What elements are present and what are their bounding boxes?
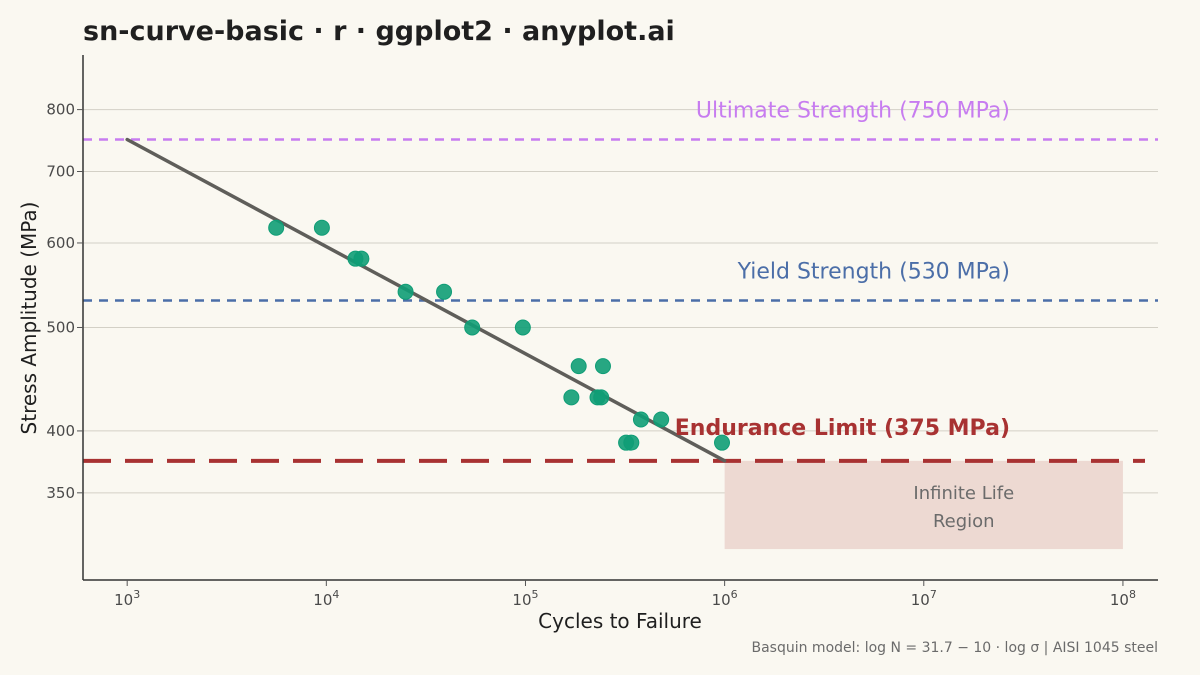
y-tick-label: 400 <box>46 422 75 440</box>
y-tick-label: 350 <box>46 484 75 502</box>
data-point <box>514 319 531 336</box>
data-point <box>353 250 370 267</box>
y-tick-label: 800 <box>46 101 75 119</box>
x-tick-exponent: 6 <box>731 588 738 601</box>
x-tick-label: 105 <box>512 588 538 609</box>
data-point <box>464 319 481 336</box>
y-tick-label: 700 <box>46 163 75 181</box>
x-tick-label: 107 <box>911 588 937 609</box>
x-tick-base: 10 <box>1110 591 1129 609</box>
reference-label: Endurance Limit (375 MPa) <box>675 416 1010 441</box>
caption: Basquin model: log N = 31.7 − 10 · log σ… <box>751 640 1158 656</box>
y-tick-label: 500 <box>46 318 75 336</box>
reference-lines <box>83 138 1158 463</box>
x-tick-base: 10 <box>114 591 133 609</box>
data-point <box>570 358 587 375</box>
x-tick-base: 10 <box>712 591 731 609</box>
x-tick-base: 10 <box>911 591 930 609</box>
x-tick-exponent: 5 <box>532 588 539 601</box>
x-tick-label: 108 <box>1110 588 1136 609</box>
data-point <box>313 219 330 236</box>
x-tick-exponent: 4 <box>332 588 339 601</box>
fit-line-group <box>125 137 727 463</box>
x-tick-labels: 103 104 105 106 107 108 <box>114 580 1136 609</box>
infinite-life-region <box>724 460 1123 550</box>
data-point <box>713 434 730 451</box>
data-point <box>268 219 285 236</box>
data-point <box>397 283 414 300</box>
data-point <box>594 358 611 375</box>
y-axis-label: Stress Amplitude (MPa) <box>17 202 41 435</box>
chart-title: sn-curve-basic · r · ggplot2 · anyplot.a… <box>83 16 675 47</box>
data-points <box>268 219 730 451</box>
y-tick-labels: 350 400 500 600 700 800 <box>46 101 83 502</box>
x-tick-exponent: 7 <box>930 588 937 601</box>
x-tick-base: 10 <box>512 591 531 609</box>
region-label: Infinite Life <box>913 483 1014 504</box>
data-point <box>632 411 649 428</box>
reference-label: Yield Strength (530 MPa) <box>737 259 1010 284</box>
x-tick-label: 106 <box>712 588 738 609</box>
data-point <box>593 389 610 406</box>
y-tick-label: 600 <box>46 234 75 252</box>
reference-labels: Ultimate Strength (750 MPa) Yield Strengt… <box>675 99 1010 441</box>
x-axis-label: Cycles to Failure <box>538 609 702 633</box>
data-point <box>653 411 670 428</box>
basquin-fit-line <box>125 137 727 463</box>
x-tick-label: 103 <box>114 588 140 609</box>
region-label: Region <box>933 511 995 532</box>
infinite-life-region-group: Infinite Life Region <box>724 460 1123 550</box>
x-tick-base: 10 <box>313 591 332 609</box>
x-tick-label: 104 <box>313 588 339 609</box>
data-point <box>623 434 640 451</box>
x-tick-exponent: 3 <box>133 588 140 601</box>
data-point <box>563 389 580 406</box>
reference-label: Ultimate Strength (750 MPa) <box>696 99 1010 124</box>
x-tick-exponent: 8 <box>1129 588 1136 601</box>
data-point <box>436 283 453 300</box>
